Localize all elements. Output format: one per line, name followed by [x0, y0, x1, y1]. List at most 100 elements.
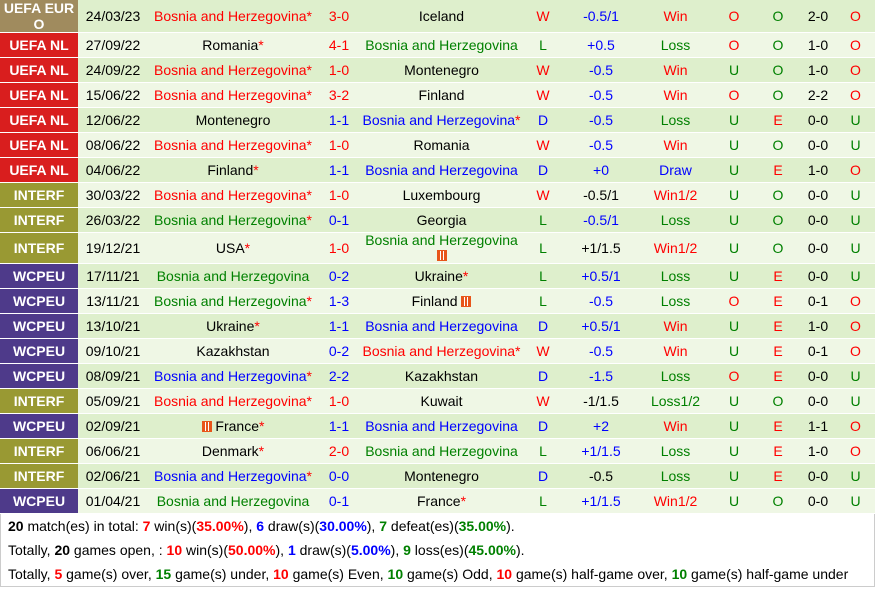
away-team[interactable]: Bosnia and Herzegovina	[360, 439, 523, 464]
away-team[interactable]: Iceland	[360, 0, 523, 33]
away-team-name[interactable]: Romania	[413, 137, 470, 153]
away-team-name[interactable]: Bosnia and Herzegovina	[365, 37, 518, 53]
league-badge[interactable]: INTERF	[0, 183, 78, 208]
home-team[interactable]: Bosnia and Herzegovina	[148, 264, 318, 289]
score[interactable]: 1-0	[318, 133, 360, 158]
home-team-name[interactable]: USA	[215, 240, 245, 256]
home-team-name[interactable]: Bosnia and Herzegovina	[154, 137, 307, 153]
home-team-name[interactable]: Kazakhstan	[196, 343, 270, 359]
score[interactable]: 1-0	[318, 233, 360, 264]
league-badge[interactable]: WCPEU	[0, 314, 78, 339]
home-team[interactable]: Kazakhstan	[148, 339, 318, 364]
away-team-name[interactable]: Montenegro	[404, 468, 479, 484]
away-team-name[interactable]: France	[416, 493, 461, 509]
score[interactable]: 0-1	[318, 489, 360, 514]
score[interactable]: 1-3	[318, 289, 360, 314]
away-team[interactable]: Bosnia and Herzegovina	[360, 314, 523, 339]
away-team-name[interactable]: Bosnia and Herzegovina	[362, 343, 516, 359]
score[interactable]: 3-0	[318, 0, 360, 33]
league-badge[interactable]: INTERF	[0, 208, 78, 233]
away-team-name[interactable]: Bosnia and Herzegovina	[365, 232, 518, 248]
home-team-name[interactable]: Bosnia and Herzegovina	[154, 468, 307, 484]
home-team-name[interactable]: Bosnia and Herzegovina	[154, 368, 307, 384]
score-text[interactable]: 1-0	[328, 393, 350, 409]
score[interactable]: 0-2	[318, 264, 360, 289]
score[interactable]: 1-1	[318, 108, 360, 133]
home-team[interactable]: Bosnia and Herzegovina*	[148, 208, 318, 233]
away-team[interactable]: Montenegro	[360, 464, 523, 489]
score-text[interactable]: 3-2	[328, 87, 350, 103]
score-text[interactable]: 0-2	[328, 343, 350, 359]
away-team-name[interactable]: Ukraine	[414, 268, 463, 284]
home-team[interactable]: USA*	[148, 233, 318, 264]
league-badge[interactable]: UEFA NL	[0, 33, 78, 58]
home-team[interactable]: Bosnia and Herzegovina*	[148, 364, 318, 389]
league-badge[interactable]: INTERF	[0, 233, 78, 264]
away-team[interactable]: Bosnia and Herzegovina	[360, 414, 523, 439]
score-text[interactable]: 1-1	[328, 162, 350, 178]
league-badge[interactable]: UEFA NL	[0, 133, 78, 158]
away-team-name[interactable]: Bosnia and Herzegovina	[362, 112, 516, 128]
score[interactable]: 1-0	[318, 389, 360, 414]
score-text[interactable]: 0-1	[328, 212, 350, 228]
home-team[interactable]: Bosnia and Herzegovina*	[148, 389, 318, 414]
score[interactable]: 1-0	[318, 58, 360, 83]
home-team-name[interactable]: Bosnia and Herzegovina	[154, 212, 307, 228]
score[interactable]: 1-1	[318, 314, 360, 339]
score[interactable]: 4-1	[318, 33, 360, 58]
away-team[interactable]: Georgia	[360, 208, 523, 233]
score-text[interactable]: 1-0	[328, 187, 350, 203]
home-team-name[interactable]: Finland	[207, 162, 254, 178]
away-team-name[interactable]: Iceland	[418, 8, 465, 24]
away-team-name[interactable]: Finland	[411, 293, 458, 309]
away-team-name[interactable]: Kuwait	[420, 393, 463, 409]
league-badge[interactable]: INTERF	[0, 389, 78, 414]
score-text[interactable]: 3-0	[328, 8, 350, 24]
score-text[interactable]: 1-1	[328, 418, 350, 434]
away-team-name[interactable]: Luxembourg	[402, 187, 481, 203]
league-badge[interactable]: WCPEU	[0, 339, 78, 364]
home-team-name[interactable]: Montenegro	[195, 112, 271, 128]
away-team-name[interactable]: Bosnia and Herzegovina	[365, 418, 518, 434]
league-badge[interactable]: WCPEU	[0, 414, 78, 439]
home-team[interactable]: France*	[148, 414, 318, 439]
away-team[interactable]: Luxembourg	[360, 183, 523, 208]
away-team-name[interactable]: Bosnia and Herzegovina	[365, 162, 518, 178]
home-team[interactable]: Montenegro	[148, 108, 318, 133]
home-team-name[interactable]: Bosnia and Herzegovina	[156, 493, 310, 509]
away-team[interactable]: Kuwait	[360, 389, 523, 414]
score-text[interactable]: 1-0	[328, 62, 350, 78]
away-team[interactable]: Montenegro	[360, 58, 523, 83]
score-text[interactable]: 1-3	[328, 293, 350, 309]
score-text[interactable]: 0-0	[328, 468, 350, 484]
home-team[interactable]: Ukraine*	[148, 314, 318, 339]
league-badge[interactable]: WCPEU	[0, 289, 78, 314]
league-badge[interactable]: WCPEU	[0, 489, 78, 514]
away-team[interactable]: Bosnia and Herzegovina*	[360, 108, 523, 133]
score[interactable]: 0-1	[318, 208, 360, 233]
score[interactable]: 2-2	[318, 364, 360, 389]
home-team-name[interactable]: Bosnia and Herzegovina	[156, 268, 310, 284]
away-team[interactable]: Kazakhstan	[360, 364, 523, 389]
home-team[interactable]: Finland*	[148, 158, 318, 183]
score-text[interactable]: 1-1	[328, 318, 350, 334]
score[interactable]: 0-2	[318, 339, 360, 364]
away-team[interactable]: Bosnia and Herzegovina*	[360, 339, 523, 364]
league-badge[interactable]: WCPEU	[0, 364, 78, 389]
home-team-name[interactable]: Bosnia and Herzegovina	[154, 293, 307, 309]
home-team-name[interactable]: Romania	[202, 37, 259, 53]
league-badge[interactable]: UEFA NL	[0, 158, 78, 183]
away-team-name[interactable]: Montenegro	[404, 62, 479, 78]
score-text[interactable]: 2-2	[328, 368, 350, 384]
home-team[interactable]: Bosnia and Herzegovina*	[148, 464, 318, 489]
away-team[interactable]: Finland	[360, 289, 523, 314]
league-badge[interactable]: INTERF	[0, 439, 78, 464]
score[interactable]: 3-2	[318, 83, 360, 108]
away-team-name[interactable]: Bosnia and Herzegovina	[365, 443, 518, 459]
away-team[interactable]: Bosnia and Herzegovina	[360, 33, 523, 58]
score-text[interactable]: 4-1	[328, 37, 350, 53]
away-team-name[interactable]: Georgia	[416, 212, 467, 228]
home-team[interactable]: Bosnia and Herzegovina*	[148, 83, 318, 108]
away-team-name[interactable]: Kazakhstan	[404, 368, 479, 384]
away-team[interactable]: Ukraine*	[360, 264, 523, 289]
